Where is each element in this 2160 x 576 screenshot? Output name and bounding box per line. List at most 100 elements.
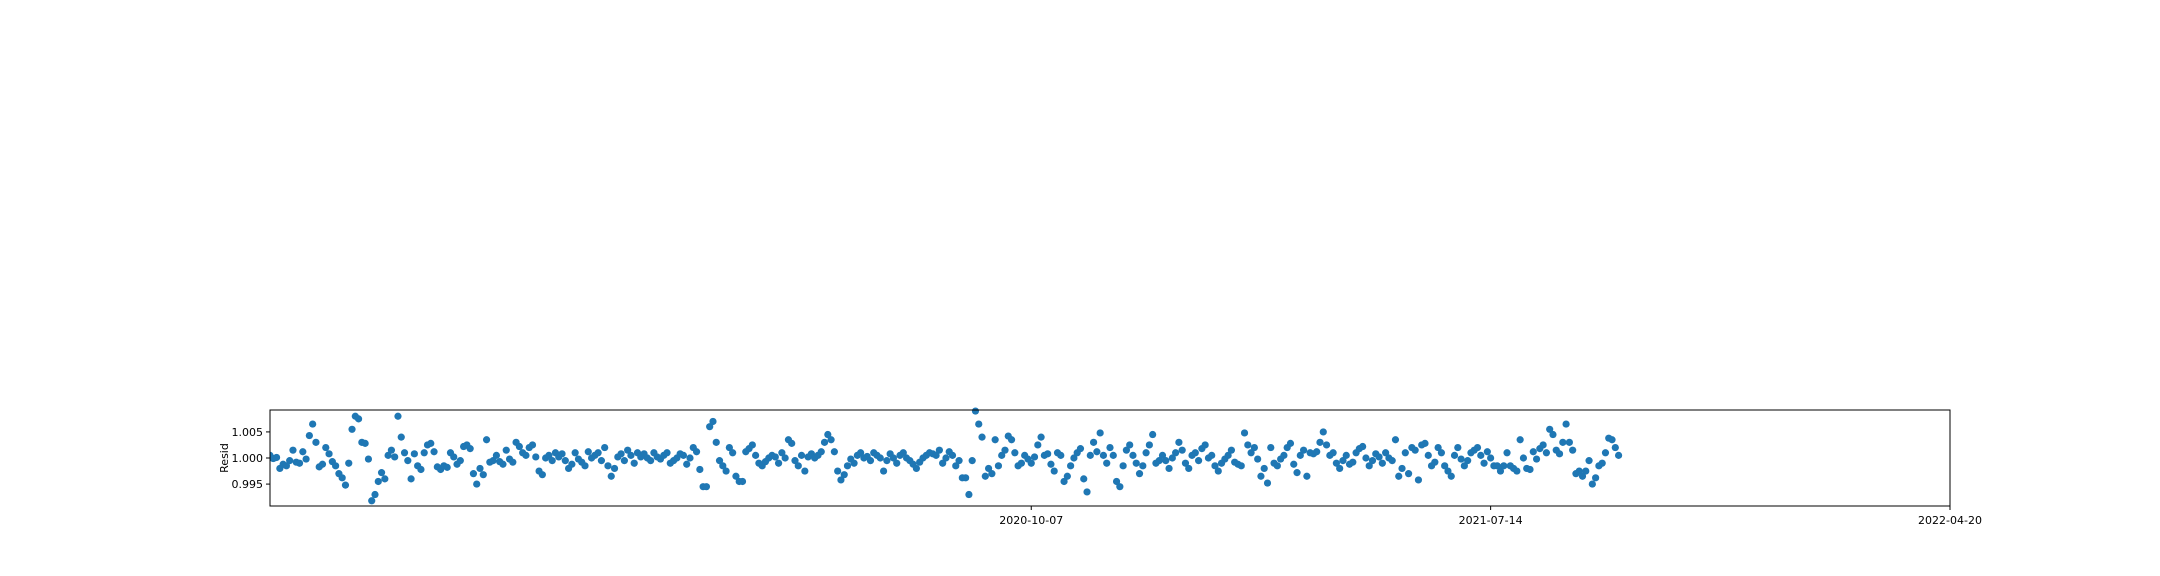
data-point (1565, 438, 1573, 446)
data-point (984, 464, 993, 473)
data-point (962, 474, 970, 482)
data-point (348, 425, 356, 433)
data-point (456, 457, 464, 465)
data-point (305, 431, 313, 440)
data-point (282, 462, 291, 470)
data-point (912, 464, 921, 473)
data-point (548, 457, 556, 465)
data-point (729, 449, 737, 457)
data-point (1145, 441, 1153, 449)
data-point (1109, 451, 1117, 459)
data-point (683, 460, 691, 468)
data-point (1126, 441, 1134, 449)
data-point (1227, 446, 1236, 454)
data-point (1175, 438, 1183, 446)
data-point (1047, 460, 1055, 468)
data-point (1529, 448, 1537, 456)
data-point (840, 471, 848, 479)
data-point (1359, 442, 1367, 451)
data-point (630, 459, 638, 467)
data-point (1431, 458, 1439, 466)
data-point (1532, 455, 1541, 463)
data-point (988, 470, 996, 478)
data-point (299, 448, 307, 456)
data-point (788, 439, 796, 447)
data-point (1149, 430, 1157, 439)
data-point (942, 454, 950, 462)
data-point (1099, 451, 1108, 459)
data-point (1480, 459, 1488, 467)
data-point (781, 454, 789, 462)
data-point (489, 457, 497, 465)
data-point (374, 477, 382, 486)
data-point (1165, 464, 1173, 473)
data-point (1280, 451, 1288, 459)
data-point (876, 454, 884, 462)
data-point (1194, 457, 1203, 465)
data-point (1437, 449, 1446, 457)
data-point (332, 462, 340, 470)
data-point (1378, 459, 1386, 467)
data-point (377, 469, 386, 477)
data-point (384, 451, 392, 459)
x-tick-label: 2022-04-20 (1918, 514, 1982, 527)
data-point (601, 443, 609, 452)
data-point (1319, 428, 1327, 436)
data-point (843, 462, 852, 470)
data-point (1089, 438, 1098, 446)
data-point (476, 464, 484, 473)
data-point (752, 451, 760, 459)
axes-frame (269, 409, 1951, 507)
data-point (1493, 462, 1501, 470)
data-point (774, 459, 783, 467)
data-point (1273, 462, 1281, 470)
data-point (1293, 469, 1301, 477)
data-point (955, 457, 963, 465)
data-point (368, 497, 376, 505)
data-point (492, 451, 501, 459)
data-point (1096, 429, 1104, 437)
data-point (1240, 429, 1249, 437)
data-point (286, 457, 294, 465)
data-point (971, 407, 980, 415)
data-point (1011, 449, 1019, 457)
data-point (893, 459, 901, 467)
data-point (647, 457, 655, 465)
data-point (883, 457, 891, 465)
data-point (1290, 460, 1298, 468)
data-point (1575, 467, 1583, 475)
data-point (1135, 470, 1144, 478)
data-point (1401, 449, 1409, 457)
data-point (1503, 449, 1511, 457)
data-point (834, 467, 842, 475)
data-point (712, 438, 720, 446)
data-point (1454, 443, 1462, 452)
data-point (738, 477, 747, 486)
data-point (558, 450, 566, 458)
data-point (820, 438, 829, 446)
data-point (1247, 449, 1255, 457)
data-point (1398, 464, 1406, 473)
data-point (627, 451, 635, 459)
data-point (410, 450, 418, 458)
data-point (715, 457, 724, 465)
data-point (1122, 446, 1131, 454)
data-point (1142, 449, 1150, 457)
data-point (361, 439, 369, 447)
data-point (272, 453, 281, 462)
data-point (1158, 451, 1167, 459)
data-point (581, 462, 589, 470)
data-point (400, 449, 409, 457)
data-point (1608, 436, 1616, 444)
data-point (1086, 451, 1094, 459)
data-point (778, 449, 786, 457)
data-point (561, 457, 569, 465)
data-point (827, 436, 835, 444)
data-point (584, 448, 592, 456)
data-point (948, 451, 957, 459)
data-point (1592, 474, 1600, 482)
data-points (270, 407, 1623, 505)
data-point (722, 467, 730, 475)
data-point (1083, 488, 1091, 496)
data-point (325, 450, 333, 458)
